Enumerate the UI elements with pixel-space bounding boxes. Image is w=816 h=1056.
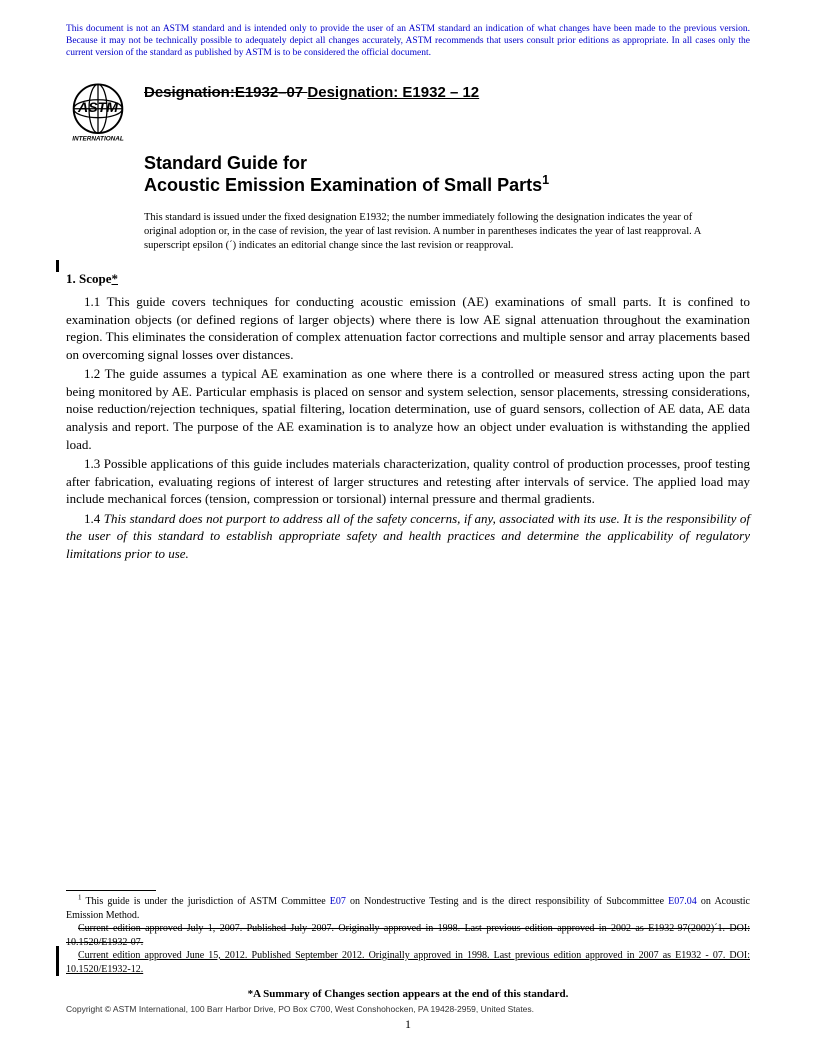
scope-heading-num: 1. — [66, 271, 76, 286]
title-sup: 1 — [542, 173, 549, 187]
revision-bar-footnote — [56, 946, 59, 976]
revision-bar-scope — [56, 260, 59, 272]
scope-p11: 1.1 This guide covers techniques for con… — [66, 293, 750, 363]
summary-line: *A Summary of Changes section appears at… — [0, 988, 816, 1000]
fn1-link1[interactable]: E07 — [330, 896, 346, 907]
header-row: ASTM INTERNATIONAL Designation:E1932–07 … — [66, 78, 750, 142]
scope-p14-num: 1.4 — [84, 511, 104, 526]
title-block: Standard Guide for Acoustic Emission Exa… — [144, 152, 750, 197]
page-number: 1 — [0, 1017, 816, 1032]
top-disclaimer: This document is not an ASTM standard an… — [66, 24, 750, 60]
designation-line: Designation:E1932–07 Designation: E1932 … — [144, 78, 479, 101]
footnotes: 1 This guide is under the jurisdiction o… — [66, 890, 750, 976]
title-line1: Standard Guide for — [144, 152, 750, 175]
logo-bottom-text: INTERNATIONAL — [72, 135, 124, 141]
fn1-b: on Nondestructive Testing and is the dir… — [346, 896, 668, 907]
title-note: This standard is issued under the fixed … — [144, 211, 704, 254]
footnote-rule — [66, 890, 156, 891]
copyright-line: Copyright © ASTM International, 100 Barr… — [66, 1004, 534, 1014]
title-line2-text: Acoustic Emission Examination of Small P… — [144, 175, 542, 195]
title-line2: Acoustic Emission Examination of Small P… — [144, 174, 750, 197]
scope-p13: 1.3 Possible applications of this guide … — [66, 455, 750, 508]
designation-old: Designation:E1932–07 — [144, 84, 307, 101]
footnote-old: Current edition approved July 1, 2007. P… — [66, 922, 750, 949]
fn1-link2[interactable]: E07.04 — [668, 896, 697, 907]
scope-asterisk: * — [112, 271, 119, 286]
fn1-a: This guide is under the jurisdiction of … — [82, 896, 330, 907]
scope-heading-text: Scope — [79, 271, 112, 286]
designation-new: Designation: E1932 – 12 — [307, 84, 479, 101]
scope-p14: 1.4 This standard does not purport to ad… — [66, 510, 750, 563]
scope-p12: 1.2 The guide assumes a typical AE exami… — [66, 365, 750, 453]
footnote-1: 1 This guide is under the jurisdiction o… — [66, 895, 750, 922]
scope-p14-italic: This standard does not purport to addres… — [66, 511, 750, 561]
logo-top-text: ASTM — [77, 99, 118, 115]
scope-heading: 1. Scope* — [66, 271, 750, 287]
astm-logo: ASTM INTERNATIONAL — [66, 78, 130, 142]
footnote-new: Current edition approved June 15, 2012. … — [66, 949, 750, 976]
